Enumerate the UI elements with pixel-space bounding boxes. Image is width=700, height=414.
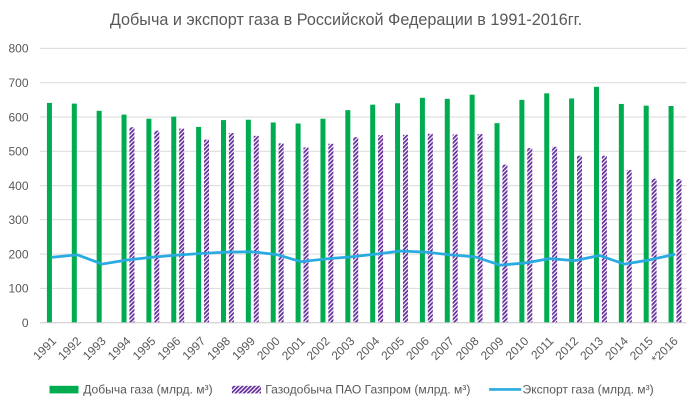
svg-text:800: 800	[8, 42, 28, 56]
svg-text:0: 0	[22, 316, 29, 330]
svg-text:500: 500	[8, 145, 28, 159]
svg-text:Добыча газа (млрд. м³): Добыча газа (млрд. м³)	[83, 383, 212, 397]
svg-text:Газодобыча ПАО Газпром (млрд.: Газодобыча ПАО Газпром (млрд. м³)	[265, 383, 470, 397]
svg-text:400: 400	[8, 179, 28, 193]
svg-text:Добыча и экспорт газа в Россий: Добыча и экспорт газа в Российской Федер…	[110, 11, 582, 29]
svg-text:700: 700	[8, 76, 28, 90]
svg-text:Экспорт газа (млрд. м³): Экспорт газа (млрд. м³)	[523, 383, 654, 397]
svg-text:600: 600	[8, 110, 28, 124]
svg-text:300: 300	[8, 213, 28, 227]
svg-text:200: 200	[8, 247, 28, 261]
svg-text:100: 100	[8, 282, 28, 296]
